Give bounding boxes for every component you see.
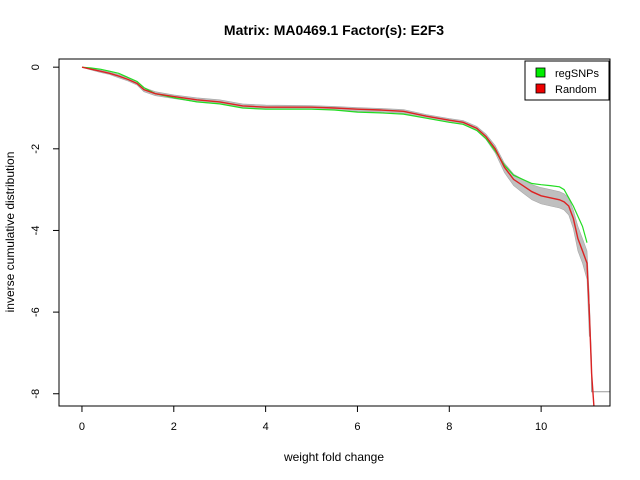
x-tick-label: 10 xyxy=(535,421,547,433)
x-tick-label: 6 xyxy=(354,421,360,433)
x-tick-label: 4 xyxy=(263,421,269,433)
x-tick-label: 8 xyxy=(446,421,452,433)
x-tick-label: 2 xyxy=(171,421,177,433)
plot-frame xyxy=(58,58,611,407)
y-axis-label: inverse cumulative distribution xyxy=(3,152,17,313)
x-tick-label: 0 xyxy=(79,421,85,433)
series-line-random xyxy=(81,66,595,406)
legend-label-random: Random xyxy=(555,84,597,96)
y-tick-label: -6 xyxy=(30,307,42,317)
y-tick-label: -8 xyxy=(30,389,42,399)
y-tick-label: -2 xyxy=(30,144,42,154)
legend-swatch-random xyxy=(535,83,546,94)
y-tick-label: -4 xyxy=(30,226,42,236)
chart-title: Matrix: MA0469.1 Factor(s): E2F3 xyxy=(224,22,444,38)
plot-layer xyxy=(81,66,610,406)
series-line-regsnps xyxy=(81,66,588,243)
ticks-layer: 0 2 4 6 8 10 0 -2 -4 -6 -8 xyxy=(30,64,547,433)
y-tick-label: 0 xyxy=(30,64,42,70)
legend-swatch-regsnps xyxy=(535,67,546,78)
legend-box xyxy=(524,60,610,101)
legend-label-regsnps: regSNPs xyxy=(555,68,600,80)
x-axis-label: weight fold change xyxy=(283,450,384,464)
legend: regSNPs Random xyxy=(524,60,610,101)
